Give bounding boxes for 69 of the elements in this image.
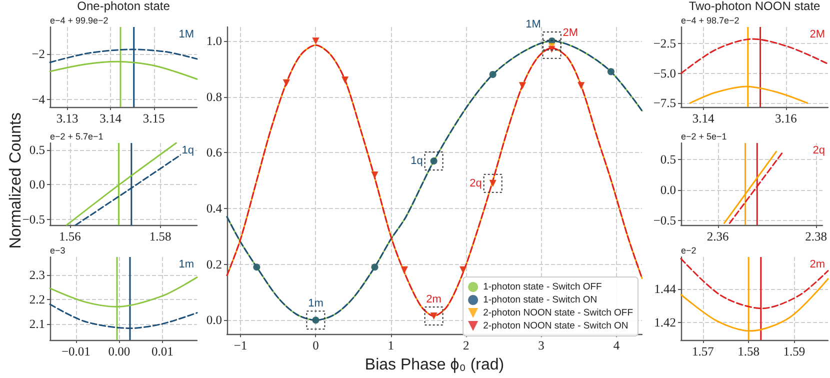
annotation: 2M	[810, 28, 825, 40]
x-tick-label: 0.00	[108, 344, 130, 358]
x-tick-label: 0	[312, 338, 319, 353]
y-tick-label: 0.0	[206, 313, 222, 328]
x-tick-label: 3	[538, 338, 544, 353]
x-tick-label: 0.01	[151, 344, 174, 358]
annotation: 2m	[426, 293, 442, 306]
y-tick-label: −5.0	[653, 66, 676, 80]
x-tick-label: 1.56	[58, 230, 81, 244]
y-tick-label: 0.8	[206, 90, 222, 104]
y-tick-label: 0.5	[660, 152, 676, 167]
legend-label: 1-photon state - Switch OFF	[483, 282, 602, 292]
x-tick-label: 2.36	[706, 230, 729, 244]
y-tick-label: 2.2	[29, 292, 45, 306]
x-tick-label: −1	[234, 338, 248, 353]
y-tick-label: 0.4	[206, 201, 223, 216]
text: e−2	[681, 246, 696, 256]
x-tick-label: 1.58	[738, 344, 760, 358]
x-tick-label: 1	[388, 338, 394, 353]
y-tick-label: 1.42	[654, 316, 676, 330]
annotation: 1M	[178, 28, 194, 40]
chart-title: Two-photon NOON state	[688, 0, 821, 13]
text: e−3	[50, 246, 66, 256]
x-tick-label: 3.16	[774, 112, 797, 126]
x-tick-label: 2.38	[805, 230, 827, 244]
annotation: 1q	[182, 144, 194, 156]
y-tick-label: −0.5	[653, 214, 676, 228]
y-tick-label: −2.5	[653, 36, 676, 51]
legend-label: 2-photon NOON state - Switch OFF	[483, 308, 634, 318]
annotation: 2q	[812, 144, 826, 156]
legend-label: 2-photon NOON state - Switch ON	[483, 320, 628, 332]
text: e−4 + 98.7e−2	[681, 16, 740, 26]
x-tick-label: 3.14	[692, 112, 715, 126]
text: e−2 + 5.7e−1	[50, 132, 104, 142]
x-tick-label: 1.58	[149, 230, 172, 244]
y-tick-label: 0.0	[29, 178, 45, 192]
y-tick-label: 0.2	[206, 257, 222, 272]
annotation: 1M	[526, 18, 541, 30]
text: e−4 + 99.9e−2	[50, 16, 108, 26]
y-tick-label: −4	[32, 92, 46, 107]
x-tick-label: 3.15	[142, 112, 165, 126]
annotation: 2m	[810, 258, 825, 270]
annotation: 1m	[308, 298, 324, 310]
y-axis-title: Normalized Counts	[8, 112, 24, 249]
x-tick-label: 3.13	[56, 112, 78, 126]
text: e−2 + 5e−1	[681, 132, 727, 142]
y-tick-label: −7.5	[653, 96, 676, 110]
y-tick-label: −0.5	[22, 212, 45, 226]
y-tick-label: 1.0	[206, 34, 222, 48]
x-tick-label: 1.59	[783, 344, 806, 358]
y-tick-label: 2.3	[29, 268, 45, 282]
annotation: 2M	[562, 26, 578, 39]
x-tick-label: −0.01	[61, 344, 90, 358]
x-tick-label: 3.14	[100, 112, 122, 126]
x-tick-label: 1.57	[692, 344, 714, 358]
x-tick-label: 4	[613, 338, 620, 353]
x-axis-title: Bias Phase ϕ₀ (rad)	[364, 356, 504, 374]
y-tick-label: 2.1	[29, 316, 45, 331]
legend-label: 1-photon state - Switch ON	[483, 294, 598, 306]
y-tick-label: 0.5	[29, 142, 45, 157]
y-tick-label: 0.0	[660, 183, 676, 198]
y-tick-label: 0.6	[206, 146, 222, 160]
annotation: 1q	[410, 155, 423, 168]
y-tick-label: −2	[32, 47, 45, 62]
x-tick-label: 2	[462, 338, 470, 353]
annotation: 1m	[178, 258, 194, 270]
annotation: 2q	[470, 177, 482, 190]
y-tick-label: 1.44	[654, 282, 677, 296]
chart-title: One-photon state	[77, 0, 170, 13]
